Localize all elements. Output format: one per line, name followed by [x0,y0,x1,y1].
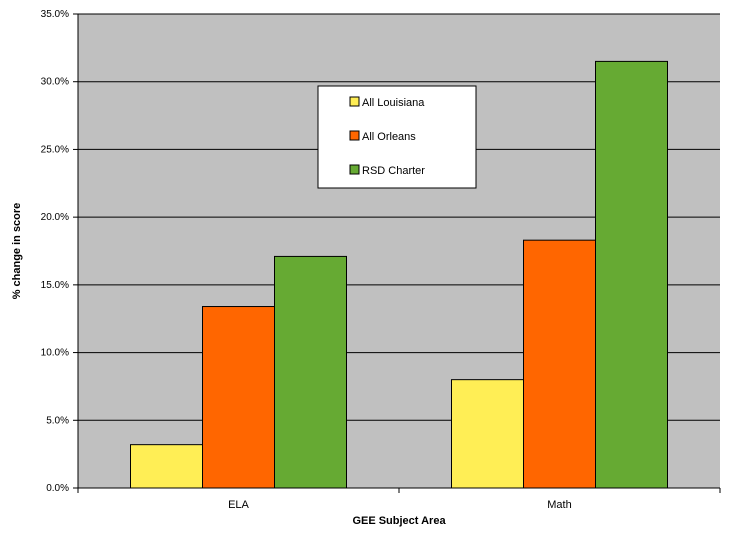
x-tick-label: ELA [228,499,249,511]
y-axis-title: % change in score [11,203,23,300]
x-tick-label: Math [547,499,571,511]
legend-label: All Orleans [362,131,416,143]
y-tick-label: 35.0% [41,9,69,20]
x-tick-labels: ELA Math [228,499,572,511]
legend-label: All Louisiana [362,97,425,109]
legend-swatch [349,164,360,175]
legend: All Louisiana All Orleans RSD Charter [317,85,477,189]
bar-all-orleans-ela [202,306,275,489]
axes [73,13,721,493]
legend-swatch [349,130,360,141]
x-axis-title: GEE Subject Area [352,515,446,527]
y-tick-label: 15.0% [41,280,69,291]
y-tick-label: 10.0% [41,348,69,359]
legend-swatch [349,96,360,107]
y-tick-labels: 0.0% 5.0% 10.0% 15.0% 20.0% 25.0% 30.0% 35.0% [41,9,69,494]
bar-rsd-charter-math [595,60,668,489]
y-tick-label: 20.0% [41,212,69,223]
y-tick-label: 0.0% [46,483,69,494]
y-tick-label: 25.0% [41,144,69,155]
bar-all-louisiana-math [451,379,524,489]
y-tick-label: 30.0% [41,77,69,88]
y-tick-label: 5.0% [46,415,69,426]
bar-all-orleans-math [523,239,596,489]
legend-box [317,85,477,189]
bar-all-louisiana-ela [130,444,203,489]
legend-label: RSD Charter [362,165,425,177]
bar-rsd-charter-ela [274,255,347,489]
